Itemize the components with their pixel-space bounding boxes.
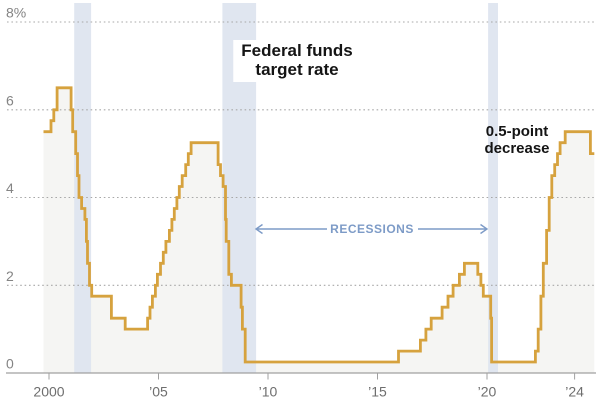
y-tick-label: 8% xyxy=(6,5,26,21)
chart-title-line-2: target rate xyxy=(255,60,339,79)
rate-cut-annotation: 0.5-point decrease xyxy=(484,123,550,157)
y-tick-label: 0 xyxy=(6,356,14,372)
rate-area-fill xyxy=(43,87,595,374)
x-tick-label: ’24 xyxy=(565,384,584,400)
x-tick-label: ’05 xyxy=(149,384,168,400)
rate-cut-annotation-line-2: decrease xyxy=(484,139,550,157)
chart-title-line-1: Federal funds xyxy=(241,41,353,60)
rate-cut-annotation-line-1: 0.5-point xyxy=(485,123,549,140)
x-tick-label: ’20 xyxy=(478,384,497,400)
rate-step-line xyxy=(43,86,595,364)
recession-arrow-right xyxy=(418,223,489,235)
y-tick-label: 4 xyxy=(6,180,14,196)
x-tick-label: 2000 xyxy=(33,384,64,400)
y-tick-label: 6 xyxy=(6,92,14,108)
x-tick-label: ’15 xyxy=(368,384,387,400)
recession-band xyxy=(74,3,92,373)
x-tick-label: ’10 xyxy=(259,384,278,400)
chart-title: Federal funds target rate xyxy=(233,40,361,82)
recessions-label: RECESSIONS xyxy=(330,222,414,236)
recession-band xyxy=(488,3,498,373)
y-tick-label: 2 xyxy=(6,268,14,284)
recession-arrow-left xyxy=(254,223,327,235)
